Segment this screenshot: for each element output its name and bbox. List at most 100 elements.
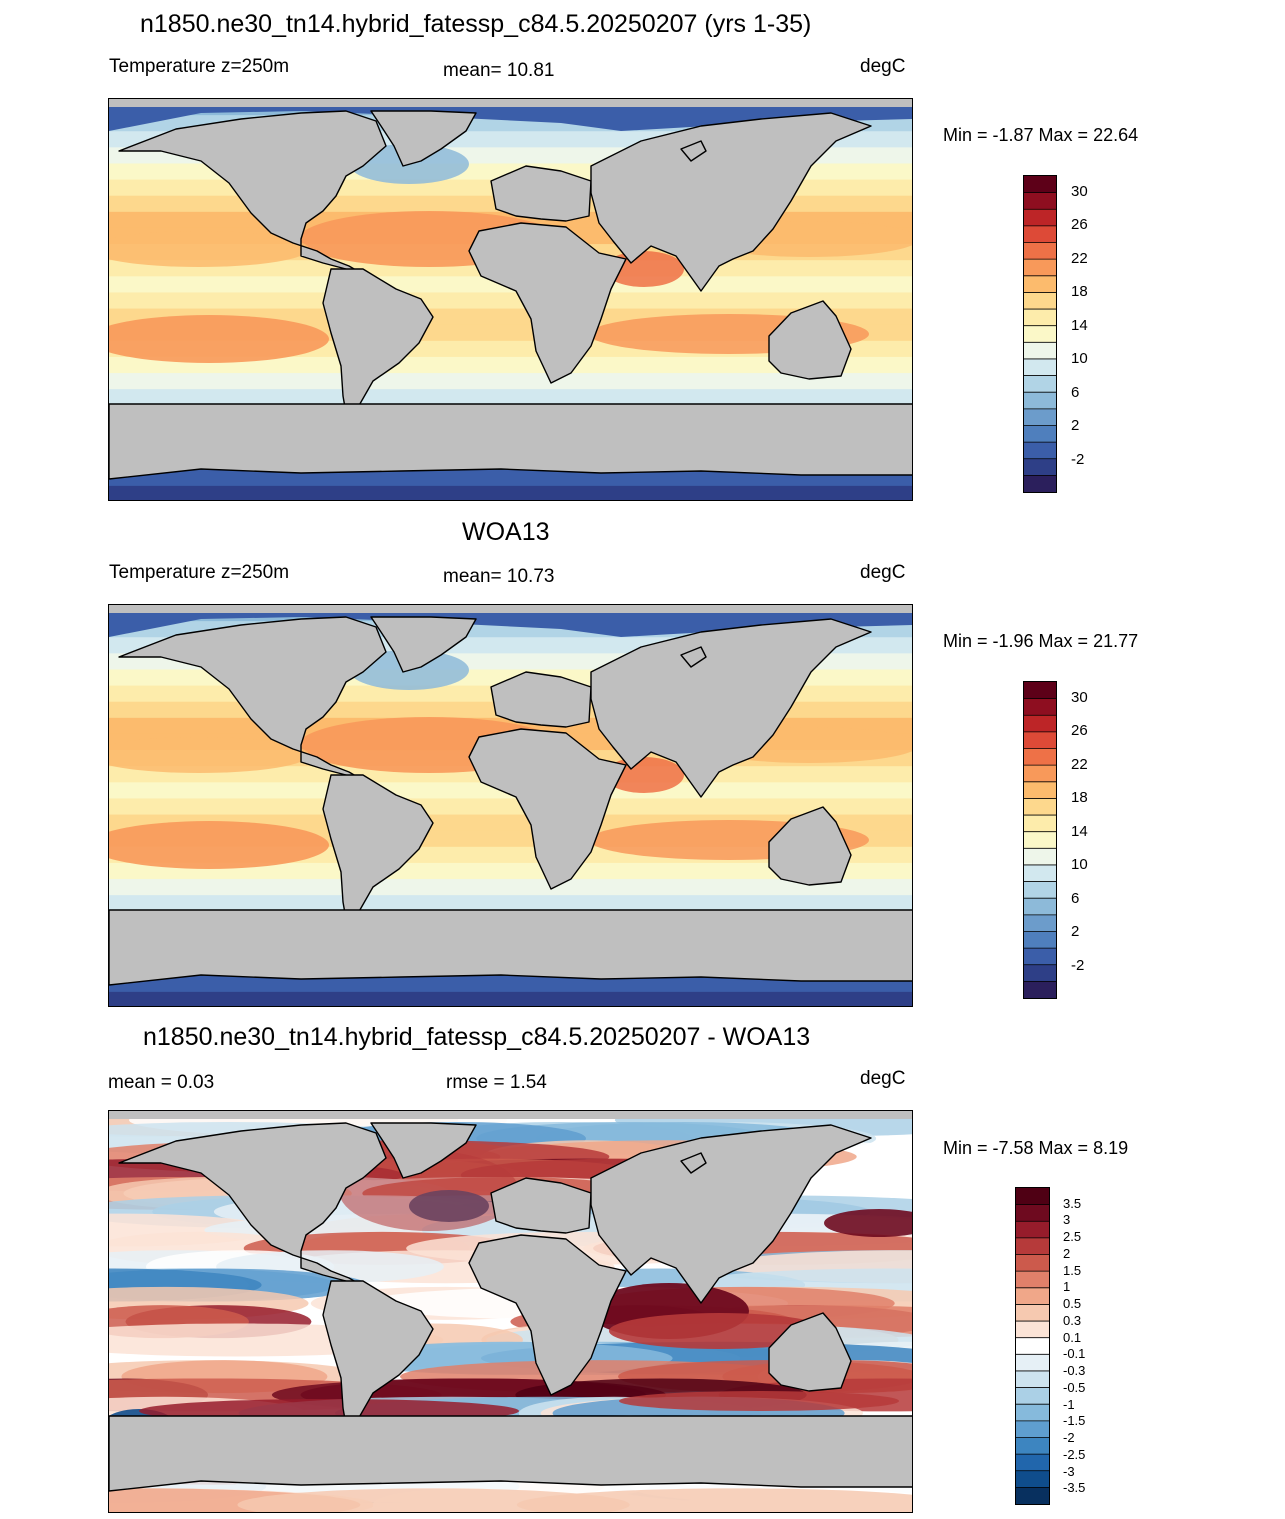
colorbar-swatch: [1024, 325, 1056, 343]
colorbar-tick-label: -0.3: [1063, 1363, 1086, 1379]
colorbar-swatch: [1024, 914, 1056, 932]
colorbar-swatch: [1024, 715, 1056, 733]
colorbar-tick-label: 14: [1071, 822, 1088, 840]
colorbar-swatch: [1024, 748, 1056, 766]
colorbar-tick-label: -2: [1071, 450, 1085, 468]
colorbar-swatch: [1016, 1420, 1049, 1438]
colorbar-swatch: [1016, 1370, 1049, 1389]
colorbar-swatch: [1024, 781, 1056, 799]
colorbar-swatch: [1016, 1287, 1049, 1305]
colorbar-tick-label: 2: [1071, 923, 1080, 941]
colorbar-swatch: [1024, 442, 1056, 460]
colorbar-tick-label: 18: [1071, 789, 1088, 807]
panel3-rmse-label: rmse = 1.54: [446, 1072, 547, 1093]
colorbar-tick-label: 0.5: [1063, 1296, 1082, 1312]
colorbar-tick-label: 2.5: [1063, 1229, 1082, 1245]
colorbar-swatch: [1024, 408, 1056, 426]
colorbar-swatch: [1024, 275, 1056, 293]
colorbar-swatch: [1024, 964, 1056, 982]
colorbar-tick-label: -1: [1063, 1396, 1075, 1412]
colorbar-swatch: [1016, 1321, 1049, 1339]
colorbar-swatch: [1024, 831, 1056, 849]
colorbar-swatch: [1016, 1221, 1049, 1239]
colorbar-tick-label: -2.5: [1063, 1446, 1086, 1462]
panel3-minmax-label: Min = -7.58 Max = 8.19: [943, 1138, 1129, 1158]
colorbar-swatch: [1016, 1337, 1049, 1355]
colorbar-swatch: [1024, 242, 1056, 260]
colorbar-tick-label: 26: [1071, 216, 1088, 234]
colorbar-tick-label: 26: [1071, 722, 1088, 740]
panel3-units-label: degC: [860, 1068, 906, 1089]
colorbar-tick-label: 10: [1071, 856, 1088, 874]
colorbar-swatch: [1016, 1470, 1049, 1488]
panel1-units-label: degC: [860, 56, 906, 77]
colorbar-swatch: [1024, 259, 1056, 277]
colorbar-tick-label: 6: [1071, 383, 1080, 401]
panel1-mean-label: mean= 10.81: [443, 60, 555, 81]
colorbar-swatch: [1024, 981, 1056, 998]
colorbar-swatch: [1016, 1271, 1049, 1289]
panel1-title: n1850.ne30_tn14.hybrid_fatessp_c84.5.202…: [140, 10, 812, 38]
colorbar-tick-label: 14: [1071, 316, 1088, 334]
panel2-mean-label: mean= 10.73: [443, 566, 555, 587]
land-mask: [109, 99, 912, 480]
colorbar-swatch: [1024, 475, 1056, 492]
panel3-title: n1850.ne30_tn14.hybrid_fatessp_c84.5.202…: [143, 1023, 811, 1051]
colorbar-swatch: [1024, 798, 1056, 816]
colorbar-swatch: [1016, 1354, 1049, 1372]
colorbar-swatch: [1016, 1237, 1049, 1256]
colorbar-swatch: [1024, 731, 1056, 750]
colorbar-swatch: [1016, 1387, 1049, 1405]
colorbar-swatch: [1024, 881, 1056, 899]
panel2-observed-map: [108, 604, 913, 1007]
colorbar-swatch: [1024, 342, 1056, 360]
colorbar-swatch: [1024, 765, 1056, 783]
panel3-difference-map: [108, 1110, 913, 1513]
colorbar-tick-label: -3: [1063, 1463, 1075, 1479]
colorbar-swatch: [1016, 1204, 1049, 1222]
colorbar-swatch: [1016, 1487, 1049, 1504]
colorbar-tick-label: -0.1: [1063, 1346, 1086, 1362]
colorbar-tick-label: -2: [1063, 1430, 1075, 1446]
colorbar-tick-label: 30: [1071, 182, 1088, 200]
colorbar-swatch: [1016, 1188, 1049, 1206]
colorbar-swatch: [1024, 848, 1056, 866]
panel1-colorbar: [1023, 175, 1057, 493]
colorbar-tick-label: 6: [1071, 889, 1080, 907]
panel2-minmax-label: Min = -1.96 Max = 21.77: [943, 631, 1139, 651]
land-mask: [109, 605, 912, 986]
colorbar-swatch: [1016, 1437, 1049, 1455]
colorbar-tick-label: 3.5: [1063, 1195, 1082, 1211]
colorbar-tick-label: -1.5: [1063, 1413, 1086, 1429]
colorbar-swatch: [1024, 815, 1056, 833]
panel1-field-label: Temperature z=250m: [109, 56, 290, 77]
panel2-field-label: Temperature z=250m: [109, 562, 290, 583]
colorbar-swatch: [1016, 1404, 1049, 1422]
colorbar-swatch: [1024, 225, 1056, 244]
colorbar-tick-label: -0.5: [1063, 1379, 1086, 1395]
colorbar-swatch: [1016, 1304, 1049, 1322]
colorbar-tick-label: 2: [1071, 417, 1080, 435]
panel1-minmax-label: Min = -1.87 Max = 22.64: [943, 125, 1139, 145]
colorbar-tick-label: 3: [1063, 1212, 1071, 1228]
panel2-title: WOA13: [462, 518, 550, 546]
colorbar-swatch: [1024, 358, 1056, 377]
colorbar-tick-label: 10: [1071, 350, 1088, 368]
colorbar-tick-label: 22: [1071, 755, 1088, 773]
colorbar-tick-label: 30: [1071, 688, 1088, 706]
colorbar-swatch: [1024, 682, 1056, 700]
colorbar-tick-label: 1: [1063, 1279, 1071, 1295]
panel3-mean-label: mean = 0.03: [108, 1072, 215, 1093]
colorbar-swatch: [1016, 1254, 1049, 1272]
colorbar-tick-label: 2: [1063, 1245, 1071, 1261]
colorbar-swatch: [1024, 898, 1056, 916]
land-mask: [109, 1111, 912, 1492]
colorbar-swatch: [1024, 948, 1056, 966]
panel3-colorbar: [1015, 1187, 1050, 1505]
colorbar-swatch: [1024, 458, 1056, 476]
colorbar-swatch: [1024, 864, 1056, 883]
colorbar-swatch: [1024, 375, 1056, 393]
colorbar-tick-label: -2: [1071, 956, 1085, 974]
colorbar-tick-label: 1.5: [1063, 1262, 1082, 1278]
panel2-colorbar: [1023, 681, 1057, 999]
